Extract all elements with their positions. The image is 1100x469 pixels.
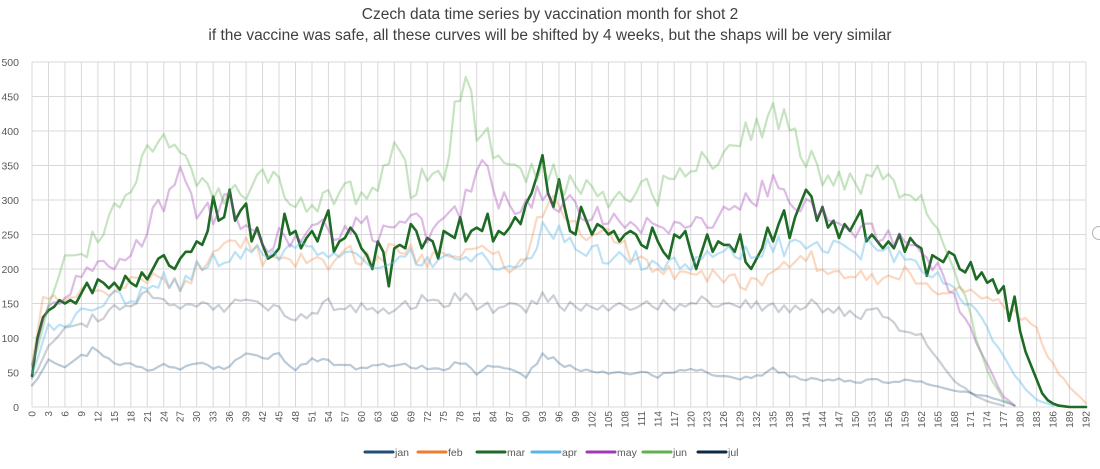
legend-label-jul: jul: [727, 447, 739, 459]
x-tick-label: 66: [390, 411, 401, 423]
x-tick-label: 171: [966, 411, 977, 428]
x-tick-label: 162: [917, 411, 928, 428]
x-tick-label: 189: [1065, 411, 1076, 428]
x-tick-label: 18: [126, 411, 137, 423]
x-tick-label: 180: [1016, 411, 1027, 428]
x-tick-label: 75: [439, 411, 450, 423]
x-tick-label: 60: [357, 411, 368, 423]
legend-label-may: may: [617, 447, 638, 459]
x-tick-label: 123: [703, 411, 714, 428]
x-tick-label: 27: [176, 411, 187, 423]
chart-resize-handle[interactable]: [1092, 226, 1100, 240]
series-line-apr: [30, 221, 1055, 407]
y-tick-label: 500: [1, 57, 19, 69]
x-tick-label: 105: [604, 411, 615, 428]
x-tick-label: 126: [719, 411, 730, 428]
y-tick-label: 350: [1, 161, 19, 173]
x-tick-label: 15: [110, 411, 121, 423]
legend-label-jun: jun: [672, 447, 687, 459]
series-line-may: [30, 159, 1016, 407]
x-tick-label: 114: [653, 411, 664, 427]
x-tick-label: 42: [258, 411, 269, 423]
x-tick-label: 6: [60, 411, 71, 417]
x-tick-label: 129: [736, 411, 747, 428]
x-tick-label: 3: [44, 411, 55, 417]
x-tick-label: 45: [275, 411, 286, 423]
chart-subtitle: if the vaccine was safe, all these curve…: [208, 27, 891, 44]
x-tick-label: 153: [867, 411, 878, 428]
x-tick-label: 72: [423, 411, 434, 423]
x-tick-label: 84: [489, 411, 500, 423]
x-tick-label: 81: [472, 411, 483, 423]
legend-label-apr: apr: [562, 447, 578, 459]
x-tick-label: 168: [950, 411, 961, 428]
x-tick-label: 120: [686, 411, 697, 428]
x-tick-label: 39: [242, 411, 253, 423]
x-tick-label: 12: [93, 411, 104, 423]
x-tick-label: 78: [456, 411, 467, 423]
y-tick-label: 100: [1, 333, 19, 345]
x-tick-label: 147: [834, 411, 845, 428]
x-tick-label: 30: [192, 411, 203, 423]
x-tick-label: 177: [999, 411, 1010, 428]
series-lines: [30, 75, 1088, 409]
x-tick-label: 117: [670, 411, 681, 427]
y-tick-label: 150: [1, 299, 19, 311]
x-tick-label: 192: [1082, 411, 1093, 428]
x-tick-label: 108: [620, 411, 631, 428]
x-tick-label: 69: [406, 411, 417, 423]
x-tick-label: 111: [637, 411, 648, 427]
series-line-jun: [30, 75, 1016, 407]
x-tick-label: 102: [587, 411, 598, 428]
x-tick-label: 150: [851, 411, 862, 428]
x-tick-label: 186: [1049, 411, 1060, 428]
x-tick-label: 141: [802, 411, 813, 428]
x-tick-label: 93: [538, 411, 549, 423]
x-tick-label: 99: [571, 411, 582, 423]
x-tick-label: 87: [505, 411, 516, 423]
y-tick-label: 50: [7, 368, 19, 380]
legend: jan feb mar apr may jun jul: [363, 447, 739, 459]
y-tick-label: 400: [1, 126, 19, 138]
x-tick-label: 63: [373, 411, 384, 423]
series-line-feb: [30, 194, 1088, 405]
gridlines: [31, 61, 1087, 408]
x-tick-label: 156: [884, 411, 895, 428]
x-tick-label: 36: [225, 411, 236, 423]
x-tick-label: 24: [159, 411, 170, 423]
series-line-mar: [30, 153, 1088, 409]
legend-label-mar: mar: [507, 447, 526, 459]
x-tick-label: 138: [785, 411, 796, 428]
series-line-jul: [30, 289, 1005, 407]
legend-label-feb: feb: [448, 447, 463, 459]
y-tick-label: 450: [1, 92, 19, 104]
series-line-jan: [30, 346, 1016, 407]
x-tick-label: 33: [209, 411, 220, 423]
x-tick-label: 132: [752, 411, 763, 428]
legend-label-jan: jan: [394, 447, 409, 459]
x-tick-label: 57: [340, 411, 351, 423]
x-tick-label: 0: [28, 411, 39, 417]
x-tick-label: 96: [555, 411, 566, 423]
y-tick-label: 250: [1, 230, 19, 242]
x-tick-label: 144: [818, 411, 829, 428]
x-tick-label: 174: [983, 411, 994, 428]
x-tick-label: 165: [933, 411, 944, 428]
chart-title: Czech data time series by vaccination mo…: [362, 6, 739, 23]
x-tick-label: 183: [1032, 411, 1043, 428]
x-tick-label: 159: [900, 411, 911, 428]
x-tick-label: 90: [522, 411, 533, 423]
x-tick-label: 48: [291, 411, 302, 423]
x-tick-label: 9: [77, 411, 88, 417]
x-tick-label: 54: [324, 411, 335, 423]
y-tick-label: 0: [13, 402, 19, 414]
y-tick-label: 200: [1, 264, 19, 276]
x-tick-label: 21: [143, 411, 154, 423]
x-tick-label: 51: [307, 411, 318, 423]
x-tick-label: 135: [769, 411, 780, 428]
y-tick-label: 300: [1, 195, 19, 207]
